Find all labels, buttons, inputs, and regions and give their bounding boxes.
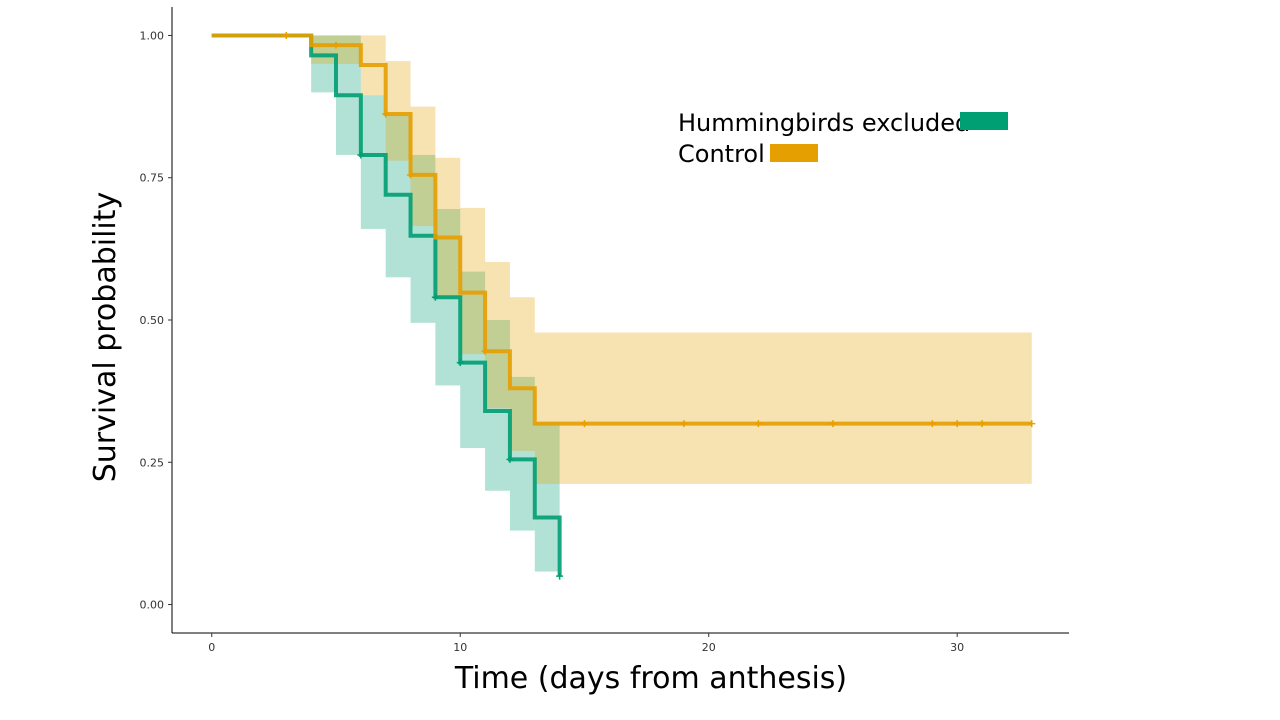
censor-mark	[978, 420, 986, 428]
legend-swatch-control	[770, 144, 818, 162]
ci-band-segment-control	[485, 261, 510, 409]
censor-mark	[431, 293, 439, 301]
y-axis-title: Survival probability	[88, 192, 123, 483]
censor-mark	[580, 420, 588, 428]
curve-control	[211, 33, 1032, 426]
ci-band-segment-control	[509, 297, 535, 451]
censor-mark	[754, 420, 762, 428]
ci-band-segment-control	[410, 106, 436, 227]
ci-band-segment-control	[435, 157, 461, 298]
confidence-bands	[311, 35, 1032, 572]
x-tick-label: 0	[208, 641, 215, 654]
legend-label-control: Control	[678, 140, 765, 168]
x-tick-label: 10	[453, 641, 467, 654]
censor-mark	[1028, 420, 1036, 428]
survival-curves	[211, 33, 1032, 577]
censor-mark	[928, 420, 936, 428]
ci-band-segment-hummingbirds-excluded	[509, 376, 535, 531]
censor-mark	[282, 31, 290, 39]
legend-label-hummingbirds-excluded: Hummingbirds excluded	[678, 109, 970, 137]
censor-mark	[407, 171, 415, 179]
censor-mark	[332, 41, 340, 49]
ci-band-segment-hummingbirds-excluded	[360, 95, 386, 229]
censor-mark	[506, 455, 514, 463]
y-tick-label: 0.75	[140, 172, 165, 185]
tick-marks: 0.00 0.25 0.50 0.75 1.00 0 10 20 30	[140, 29, 965, 654]
censor-mark	[953, 420, 961, 428]
censor-marks	[282, 31, 1036, 580]
legend-swatch-hummingbirds-excluded	[960, 112, 1008, 130]
ci-band-segment-hummingbirds-excluded	[485, 320, 510, 491]
x-tick-label: 20	[702, 641, 716, 654]
y-tick-label: 0.50	[140, 314, 165, 327]
y-tick-label: 1.00	[140, 29, 165, 42]
censor-mark	[481, 347, 489, 355]
censor-mark	[829, 420, 837, 428]
ci-band-segment-hummingbirds-excluded	[410, 154, 436, 323]
x-axis-title: Time (days from anthesis)	[454, 661, 847, 696]
axes	[171, 7, 1069, 634]
censor-mark	[556, 572, 564, 580]
ci-band-segment-hummingbirds-excluded	[460, 271, 486, 449]
censor-mark	[357, 151, 365, 159]
ci-band-segment-control	[385, 61, 411, 161]
ci-band-segment-control	[460, 207, 486, 355]
censor-mark	[680, 420, 688, 428]
y-tick-label: 0.25	[140, 456, 165, 469]
legend: Hummingbirds excluded Control	[678, 109, 1008, 168]
censor-mark	[382, 110, 390, 118]
y-tick-label: 0.00	[140, 599, 165, 612]
ci-band-segment-control	[534, 332, 1032, 484]
x-tick-label: 30	[950, 641, 964, 654]
censor-mark	[456, 359, 464, 367]
ci-band-segment-hummingbirds-excluded	[534, 422, 560, 572]
